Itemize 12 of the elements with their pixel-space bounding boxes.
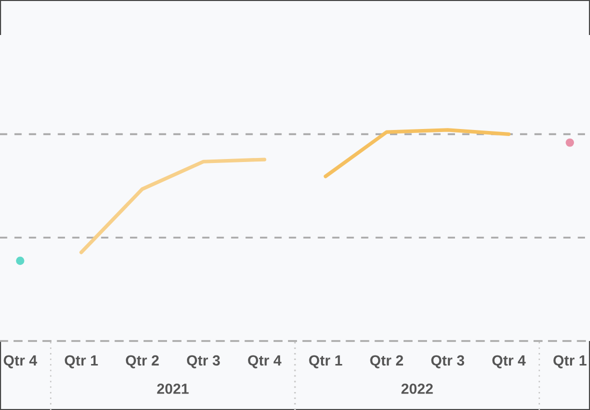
x-tick-label: Qtr 4	[492, 355, 526, 368]
x-tick-label: Qtr 1	[553, 355, 586, 368]
x-tick-label: Qtr 1	[309, 355, 342, 368]
x-tick-label: Qtr 3	[431, 355, 464, 368]
x-tick-label: Qtr 1	[64, 355, 98, 368]
x-tick-label: Qtr 4	[248, 355, 282, 368]
x-tick-label: Qtr 2	[370, 355, 404, 368]
x-tick-label: Qtr 3	[186, 355, 220, 368]
text: 2022	[401, 384, 433, 394]
x-tick-label: Qtr 2	[126, 355, 159, 368]
x-tick-label: Qtr 4	[4, 355, 38, 368]
text: 2021	[157, 384, 189, 394]
